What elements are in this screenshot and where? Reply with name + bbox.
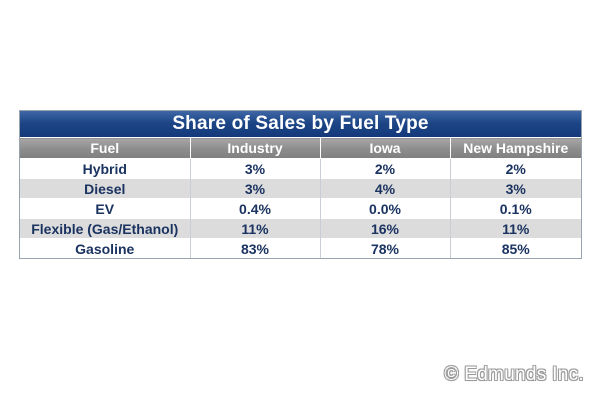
- row-label: Flexible (Gas/Ethanol): [20, 218, 191, 239]
- cell-new-hampshire: 2%: [450, 158, 581, 179]
- cell-industry: 3%: [190, 158, 321, 179]
- edmunds-watermark: © Edmunds Inc.: [444, 364, 584, 385]
- fuel-share-table: Fuel Industry Iowa New Hampshire Hybrid …: [20, 137, 581, 258]
- table-row: EV 0.4% 0.0% 0.1%: [20, 198, 581, 219]
- header-industry: Industry: [190, 137, 321, 159]
- fuel-share-table-container: Share of Sales by Fuel Type Fuel Industr…: [19, 110, 582, 259]
- table-row: Flexible (Gas/Ethanol) 11% 16% 11%: [20, 218, 581, 239]
- row-label: EV: [20, 198, 191, 219]
- header-iowa: Iowa: [320, 137, 451, 159]
- table-title: Share of Sales by Fuel Type: [20, 111, 581, 137]
- cell-industry: 0.4%: [190, 198, 321, 219]
- table-row: Gasoline 83% 78% 85%: [20, 238, 581, 258]
- cell-new-hampshire: 0.1%: [450, 198, 581, 219]
- cell-new-hampshire: 3%: [450, 178, 581, 199]
- cell-iowa: 16%: [320, 218, 451, 239]
- row-label: Hybrid: [20, 158, 191, 179]
- table-row: Hybrid 3% 2% 2%: [20, 158, 581, 179]
- table-body: Hybrid 3% 2% 2% Diesel 3% 4% 3% EV 0.4% …: [20, 158, 581, 258]
- cell-industry: 83%: [190, 238, 321, 258]
- cell-iowa: 0.0%: [320, 198, 451, 219]
- table-header: Fuel Industry Iowa New Hampshire: [20, 137, 581, 159]
- header-fuel: Fuel: [20, 137, 191, 159]
- header-new-hampshire: New Hampshire: [450, 137, 581, 159]
- cell-industry: 3%: [190, 178, 321, 199]
- cell-iowa: 4%: [320, 178, 451, 199]
- cell-iowa: 78%: [320, 238, 451, 258]
- row-label: Diesel: [20, 178, 191, 199]
- header-row: Fuel Industry Iowa New Hampshire: [20, 137, 581, 159]
- cell-iowa: 2%: [320, 158, 451, 179]
- cell-industry: 11%: [190, 218, 321, 239]
- cell-new-hampshire: 11%: [450, 218, 581, 239]
- cell-new-hampshire: 85%: [450, 238, 581, 258]
- row-label: Gasoline: [20, 238, 191, 258]
- table-row: Diesel 3% 4% 3%: [20, 178, 581, 199]
